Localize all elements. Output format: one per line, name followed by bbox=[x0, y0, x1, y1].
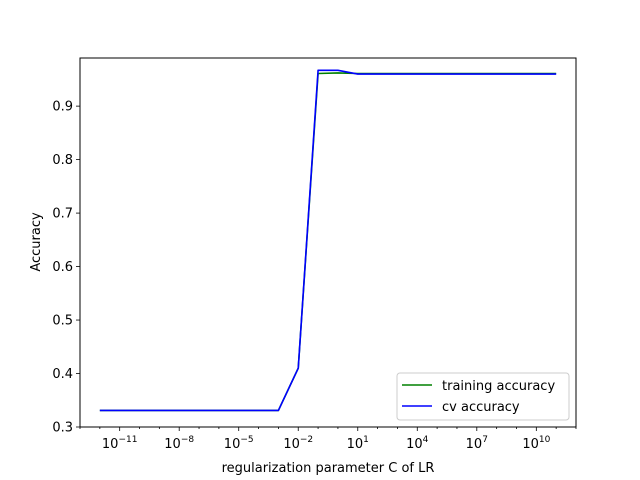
y-tick-label: 0.4 bbox=[52, 367, 73, 382]
y-tick-label: 0.7 bbox=[52, 207, 73, 222]
legend: training accuracy cv accuracy bbox=[396, 372, 570, 421]
y-tick-label: 0.8 bbox=[52, 153, 73, 168]
x-tick-label: 1010 bbox=[522, 435, 550, 452]
y-tick-label: 0.9 bbox=[52, 100, 73, 115]
x-tick-label: 10−2 bbox=[283, 435, 313, 452]
plot-area bbox=[80, 58, 576, 427]
plot-frame bbox=[79, 57, 577, 428]
y-tick-label: 0.5 bbox=[52, 314, 73, 329]
x-tick-label: 101 bbox=[347, 435, 369, 452]
y-tick-label: 0.3 bbox=[52, 421, 73, 436]
x-axis-label: regularization parameter C of LR bbox=[222, 461, 435, 476]
y-axis-label: Accuracy bbox=[29, 212, 44, 272]
x-tick-label: 104 bbox=[406, 435, 429, 452]
x-tick-label: 10−11 bbox=[102, 435, 138, 452]
x-tick-label: 10−5 bbox=[224, 435, 254, 452]
y-axis-ticks: 0.3 0.4 0.5 0.6 0.7 0.8 0.9 bbox=[52, 100, 80, 436]
series-lines bbox=[99, 69, 557, 412]
series-line-cv bbox=[99, 69, 557, 412]
x-tick-label: 10−8 bbox=[164, 435, 194, 452]
legend-box bbox=[396, 372, 570, 421]
x-tick-label: 107 bbox=[466, 435, 488, 452]
x-axis-ticks: 10−11 10−8 10−5 10−2 101 104 107 1010 bbox=[79, 427, 577, 452]
legend-label-cv: cv accuracy bbox=[442, 400, 520, 415]
y-tick-label: 0.6 bbox=[52, 260, 73, 275]
legend-label-training: training accuracy bbox=[442, 379, 555, 394]
